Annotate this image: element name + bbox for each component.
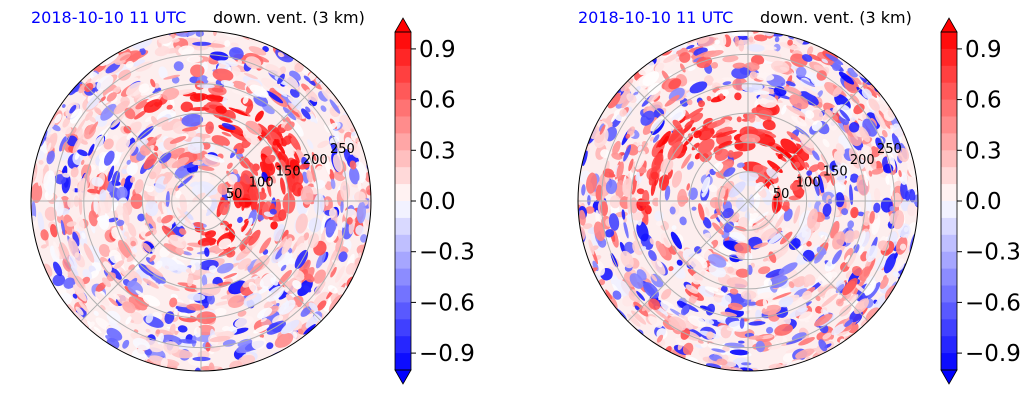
colorbar-tick-label: 0.0 — [965, 189, 1002, 215]
radial-tick-label: 50 — [226, 187, 243, 202]
colorbar-tick-label: −0.6 — [965, 290, 1021, 316]
colorbar-segment — [941, 99, 957, 118]
colorbar-segment — [395, 48, 411, 67]
spoke-135 — [627, 80, 749, 202]
polar-grid — [31, 31, 371, 371]
chart-panel-left: 2018-10-10 11 UTC down. vent. (3 km) 50 1… — [0, 0, 518, 401]
colorbar-segment — [395, 184, 411, 202]
colorbar-extend-min — [394, 369, 412, 385]
colorbar-tick-label: 0.6 — [965, 88, 1002, 114]
colorbar-segment — [395, 319, 411, 337]
time-label: 2018-10-10 11 UTC — [578, 8, 734, 27]
colorbar-tick-label: 0.9 — [965, 37, 1002, 63]
colorbar-segment — [941, 285, 957, 303]
colorbar-tick-label: −0.9 — [965, 341, 1021, 367]
colorbar-segment — [941, 217, 957, 236]
colorbar-segment — [395, 302, 411, 320]
spoke-45 — [747, 80, 869, 202]
colorbar-tick-label: 0.6 — [419, 88, 456, 114]
colorbar-segment — [395, 285, 411, 303]
variable-label: down. vent. (3 km) — [213, 8, 365, 27]
radial-tick-label: 100 — [249, 176, 274, 191]
colorbar-segment — [941, 167, 957, 185]
radial-tick-label: 50 — [773, 187, 790, 202]
radial-tick-label: 150 — [276, 164, 301, 179]
colorbar-tick-label: 0.3 — [419, 138, 456, 164]
colorbar-segment — [395, 116, 411, 134]
colorbar-segment — [941, 48, 957, 67]
time-label: 2018-10-10 11 UTC — [31, 8, 187, 27]
polar-grid — [578, 31, 918, 371]
colorbar-segment — [395, 251, 411, 270]
colorbar-tick-label: 0.3 — [965, 138, 1002, 164]
colorbar-segment — [941, 82, 957, 101]
spoke-225 — [80, 200, 202, 322]
colorbar-segment — [941, 32, 957, 50]
colorbar-segment — [395, 32, 411, 50]
colorbar-extend-max — [940, 17, 958, 33]
colorbar-segment — [941, 319, 957, 337]
polar-outline — [577, 30, 919, 372]
colorbar-segment — [395, 82, 411, 101]
colorbar-tick-label: 0.9 — [419, 37, 456, 63]
heatmap-field — [578, 31, 918, 371]
polar-outline — [30, 30, 372, 372]
chart-panel-right: 2018-10-10 11 UTC down. vent. (3 km) 50 1… — [546, 0, 1036, 401]
colorbar-tick-label: −0.3 — [965, 240, 1021, 266]
colorbar-tick-label: 0.0 — [419, 189, 456, 215]
colorbar-segment — [395, 234, 411, 253]
colorbar-segment — [395, 217, 411, 236]
colorbar-segment — [395, 99, 411, 118]
colorbar-segment — [395, 336, 411, 354]
radial-tick-label: 100 — [796, 176, 821, 191]
colorbar-segment — [941, 201, 957, 219]
colorbar-segment — [941, 353, 957, 371]
colorbar-segment — [941, 184, 957, 202]
colorbar-segment — [395, 201, 411, 219]
radial-tick-label: 250 — [877, 142, 902, 157]
colorbar: 0.9 0.6 0.3 0.0 −0.3 −0.6 −0.9 — [940, 17, 1021, 385]
colorbar-segment — [395, 268, 411, 287]
colorbar-extend-min — [940, 369, 958, 385]
colorbar-segment — [941, 133, 957, 151]
spoke-225 — [627, 200, 749, 322]
colorbar-segment — [941, 268, 957, 287]
colorbar-segment — [941, 150, 957, 168]
spoke-315 — [200, 200, 322, 322]
colorbar-tick-label: −0.9 — [419, 341, 475, 367]
colorbar-segment — [395, 133, 411, 151]
colorbar-segment — [941, 234, 957, 253]
variable-label: down. vent. (3 km) — [760, 8, 912, 27]
colorbar-segment — [941, 65, 957, 84]
colorbar-segment — [395, 150, 411, 168]
colorbar-segment — [395, 353, 411, 371]
colorbar-tick-label: −0.3 — [419, 240, 475, 266]
colorbar: 0.9 0.6 0.3 0.0 −0.3 −0.6 −0.9 — [394, 17, 475, 385]
radial-tick-label: 200 — [850, 153, 875, 168]
spoke-45 — [200, 80, 322, 202]
colorbar-segment — [395, 167, 411, 185]
spoke-315 — [747, 200, 869, 322]
colorbar-segment — [941, 336, 957, 354]
colorbar-segment — [941, 302, 957, 320]
colorbar-segment — [941, 116, 957, 134]
radial-tick-label: 250 — [330, 142, 355, 157]
colorbar-tick-label: −0.6 — [419, 290, 475, 316]
colorbar-extend-max — [394, 17, 412, 33]
radial-tick-label: 200 — [303, 153, 328, 168]
colorbar-segment — [395, 65, 411, 84]
colorbar-segment — [941, 251, 957, 270]
spoke-135 — [80, 80, 202, 202]
radial-tick-label: 150 — [823, 164, 848, 179]
